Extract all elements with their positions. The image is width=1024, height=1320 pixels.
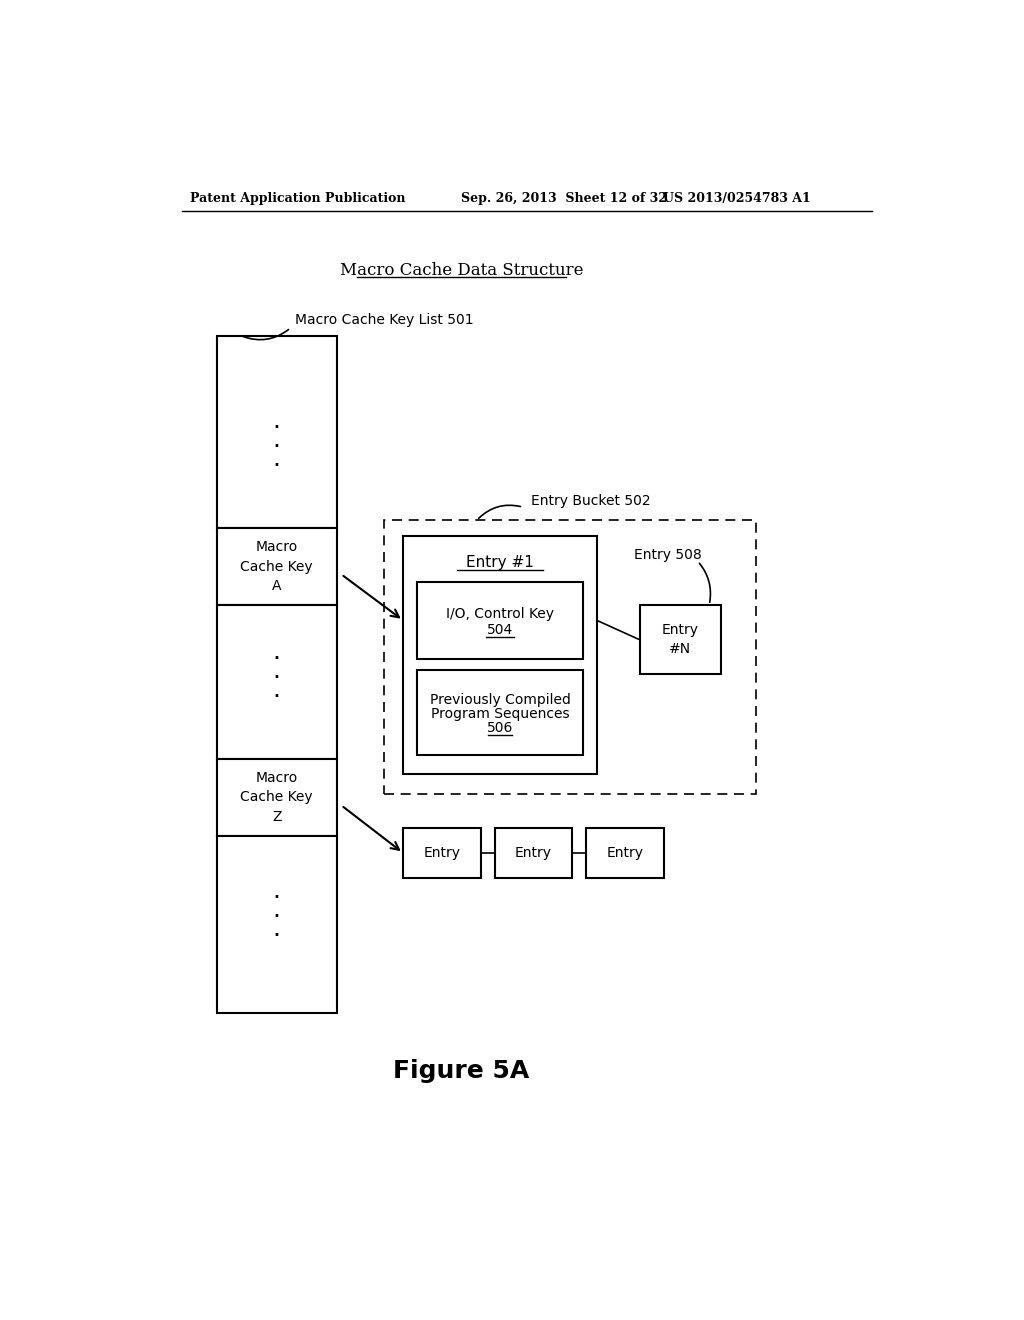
Text: Macro Cache Data Structure: Macro Cache Data Structure [340, 261, 583, 279]
Text: Entry #1: Entry #1 [466, 556, 534, 570]
Text: ·: · [272, 647, 281, 671]
Text: Macro Cache Key List 501: Macro Cache Key List 501 [295, 313, 473, 327]
Text: ·: · [272, 454, 281, 478]
Bar [217, 759, 337, 836]
Text: Previously Compiled: Previously Compiled [429, 693, 570, 708]
Text: Sep. 26, 2013  Sheet 12 of 32: Sep. 26, 2013 Sheet 12 of 32 [461, 191, 668, 205]
Text: US 2013/0254783 A1: US 2013/0254783 A1 [663, 191, 811, 205]
Text: I/O, Control Key: I/O, Control Key [446, 607, 554, 622]
Bar [586, 829, 664, 878]
Text: Entry Bucket 502: Entry Bucket 502 [531, 494, 650, 508]
Text: Figure 5A: Figure 5A [393, 1059, 529, 1082]
Text: Entry
#N: Entry #N [662, 623, 698, 656]
Bar [417, 671, 583, 755]
Text: Patent Application Publication: Patent Application Publication [190, 191, 406, 205]
Bar [640, 605, 721, 675]
Text: ·: · [272, 904, 281, 929]
Text: Macro
Cache Key
A: Macro Cache Key A [241, 540, 313, 593]
Bar [495, 829, 572, 878]
Bar [217, 836, 337, 1014]
Text: Entry: Entry [606, 846, 643, 859]
Text: Entry: Entry [515, 846, 552, 859]
Text: ·: · [272, 924, 281, 948]
Text: 506: 506 [486, 721, 513, 735]
Text: ·: · [272, 886, 281, 909]
Text: Entry 508: Entry 508 [634, 548, 701, 562]
Text: Program Sequences: Program Sequences [431, 708, 569, 721]
Text: 504: 504 [486, 623, 513, 636]
Bar [217, 528, 337, 605]
Text: ·: · [272, 685, 281, 709]
Text: ·: · [272, 667, 281, 690]
Text: Macro
Cache Key
Z: Macro Cache Key Z [241, 771, 313, 824]
Text: Entry: Entry [423, 846, 461, 859]
Bar [217, 605, 337, 759]
Text: ·: · [272, 416, 281, 440]
Text: ·: · [272, 436, 281, 459]
Bar [384, 520, 756, 793]
Bar [403, 829, 480, 878]
Bar [417, 582, 583, 659]
Bar [403, 536, 597, 775]
Bar [217, 335, 337, 528]
